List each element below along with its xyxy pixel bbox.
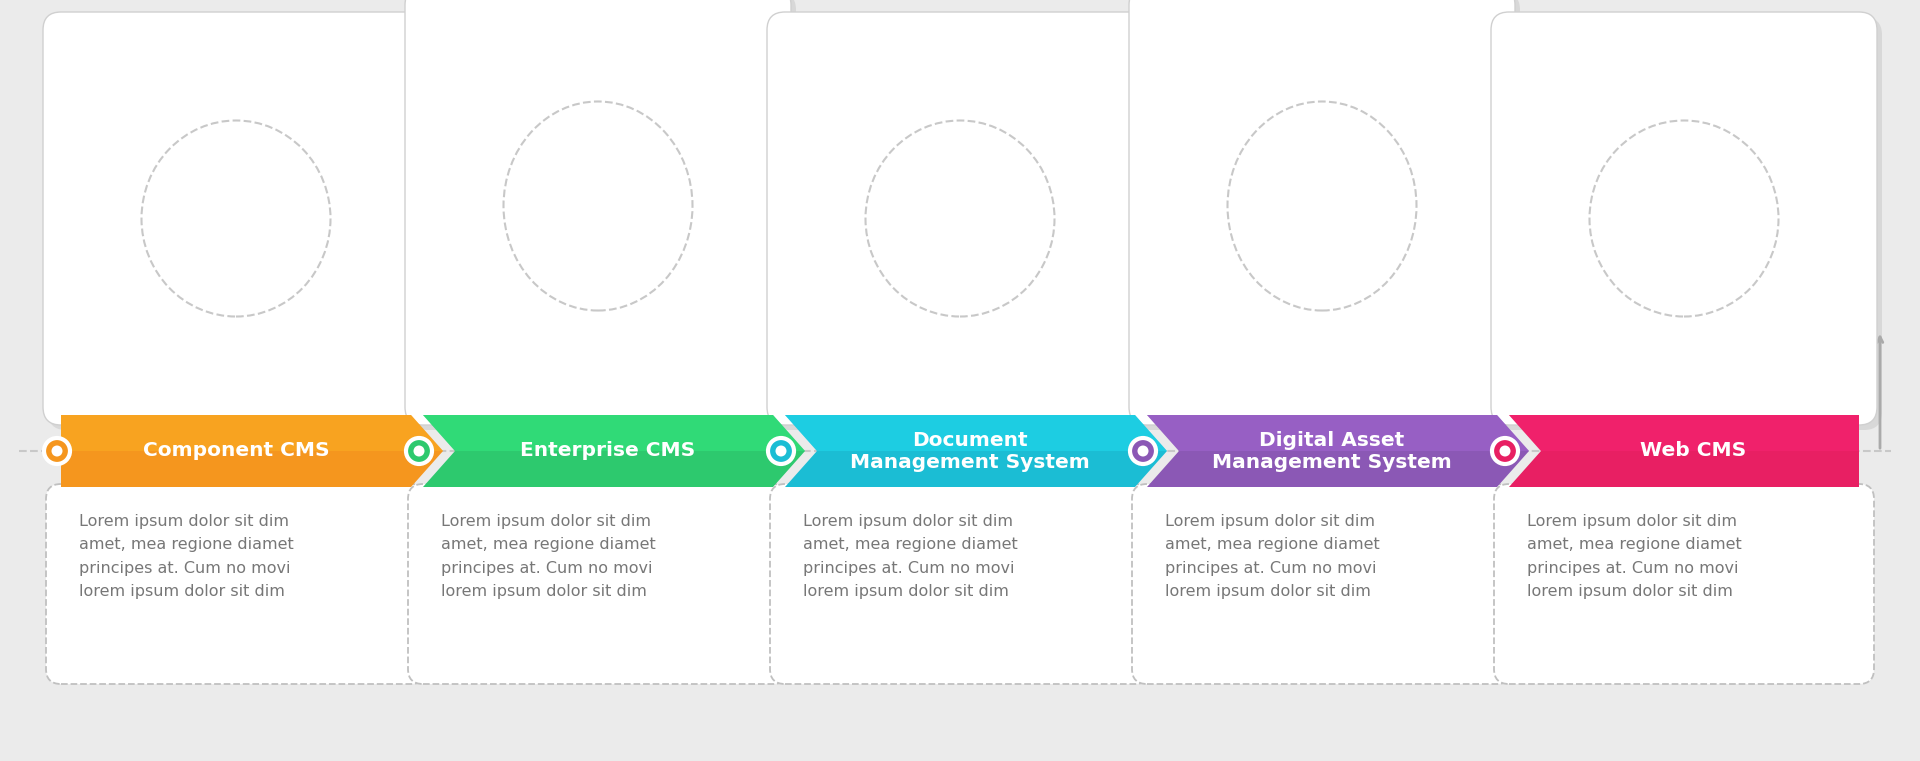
Circle shape [44,438,69,464]
Polygon shape [1509,415,1859,487]
Circle shape [1492,438,1519,464]
Polygon shape [422,415,804,487]
Polygon shape [61,415,444,487]
Circle shape [768,438,795,464]
FancyBboxPatch shape [405,0,791,425]
FancyBboxPatch shape [1494,484,1874,684]
Text: Component CMS: Component CMS [142,441,330,460]
Text: Lorem ipsum dolor sit dim
amet, mea regione diamet
principes at. Cum no movi
lor: Lorem ipsum dolor sit dim amet, mea regi… [1165,514,1380,599]
FancyBboxPatch shape [407,484,787,684]
FancyBboxPatch shape [772,17,1158,430]
Text: Web CMS: Web CMS [1640,441,1747,460]
Polygon shape [422,415,804,451]
Circle shape [405,438,432,464]
Text: Lorem ipsum dolor sit dim
amet, mea regione diamet
principes at. Cum no movi
lor: Lorem ipsum dolor sit dim amet, mea regi… [442,514,657,599]
Text: Lorem ipsum dolor sit dim
amet, mea regione diamet
principes at. Cum no movi
lor: Lorem ipsum dolor sit dim amet, mea regi… [803,514,1018,599]
FancyBboxPatch shape [1496,17,1882,430]
Polygon shape [785,415,1167,487]
Polygon shape [61,415,444,451]
Polygon shape [1146,415,1528,451]
Polygon shape [1509,415,1859,451]
FancyBboxPatch shape [1492,12,1878,425]
Circle shape [1137,445,1148,457]
Text: Digital Asset
Management System: Digital Asset Management System [1212,431,1452,472]
FancyBboxPatch shape [48,17,434,430]
Circle shape [413,445,424,457]
FancyBboxPatch shape [766,12,1154,425]
FancyBboxPatch shape [46,484,426,684]
Circle shape [1131,438,1156,464]
FancyBboxPatch shape [770,484,1150,684]
Text: Lorem ipsum dolor sit dim
amet, mea regione diamet
principes at. Cum no movi
lor: Lorem ipsum dolor sit dim amet, mea regi… [1526,514,1741,599]
Circle shape [52,445,63,457]
Text: Document
Management System: Document Management System [851,431,1089,472]
FancyBboxPatch shape [1129,0,1515,425]
Text: Enterprise CMS: Enterprise CMS [520,441,695,460]
Polygon shape [785,415,1167,451]
Circle shape [776,445,787,457]
FancyBboxPatch shape [42,12,428,425]
FancyBboxPatch shape [411,0,797,430]
FancyBboxPatch shape [1133,484,1513,684]
Text: Lorem ipsum dolor sit dim
amet, mea regione diamet
principes at. Cum no movi
lor: Lorem ipsum dolor sit dim amet, mea regi… [79,514,294,599]
Polygon shape [1146,415,1528,487]
FancyBboxPatch shape [1135,0,1521,430]
Circle shape [1500,445,1511,457]
